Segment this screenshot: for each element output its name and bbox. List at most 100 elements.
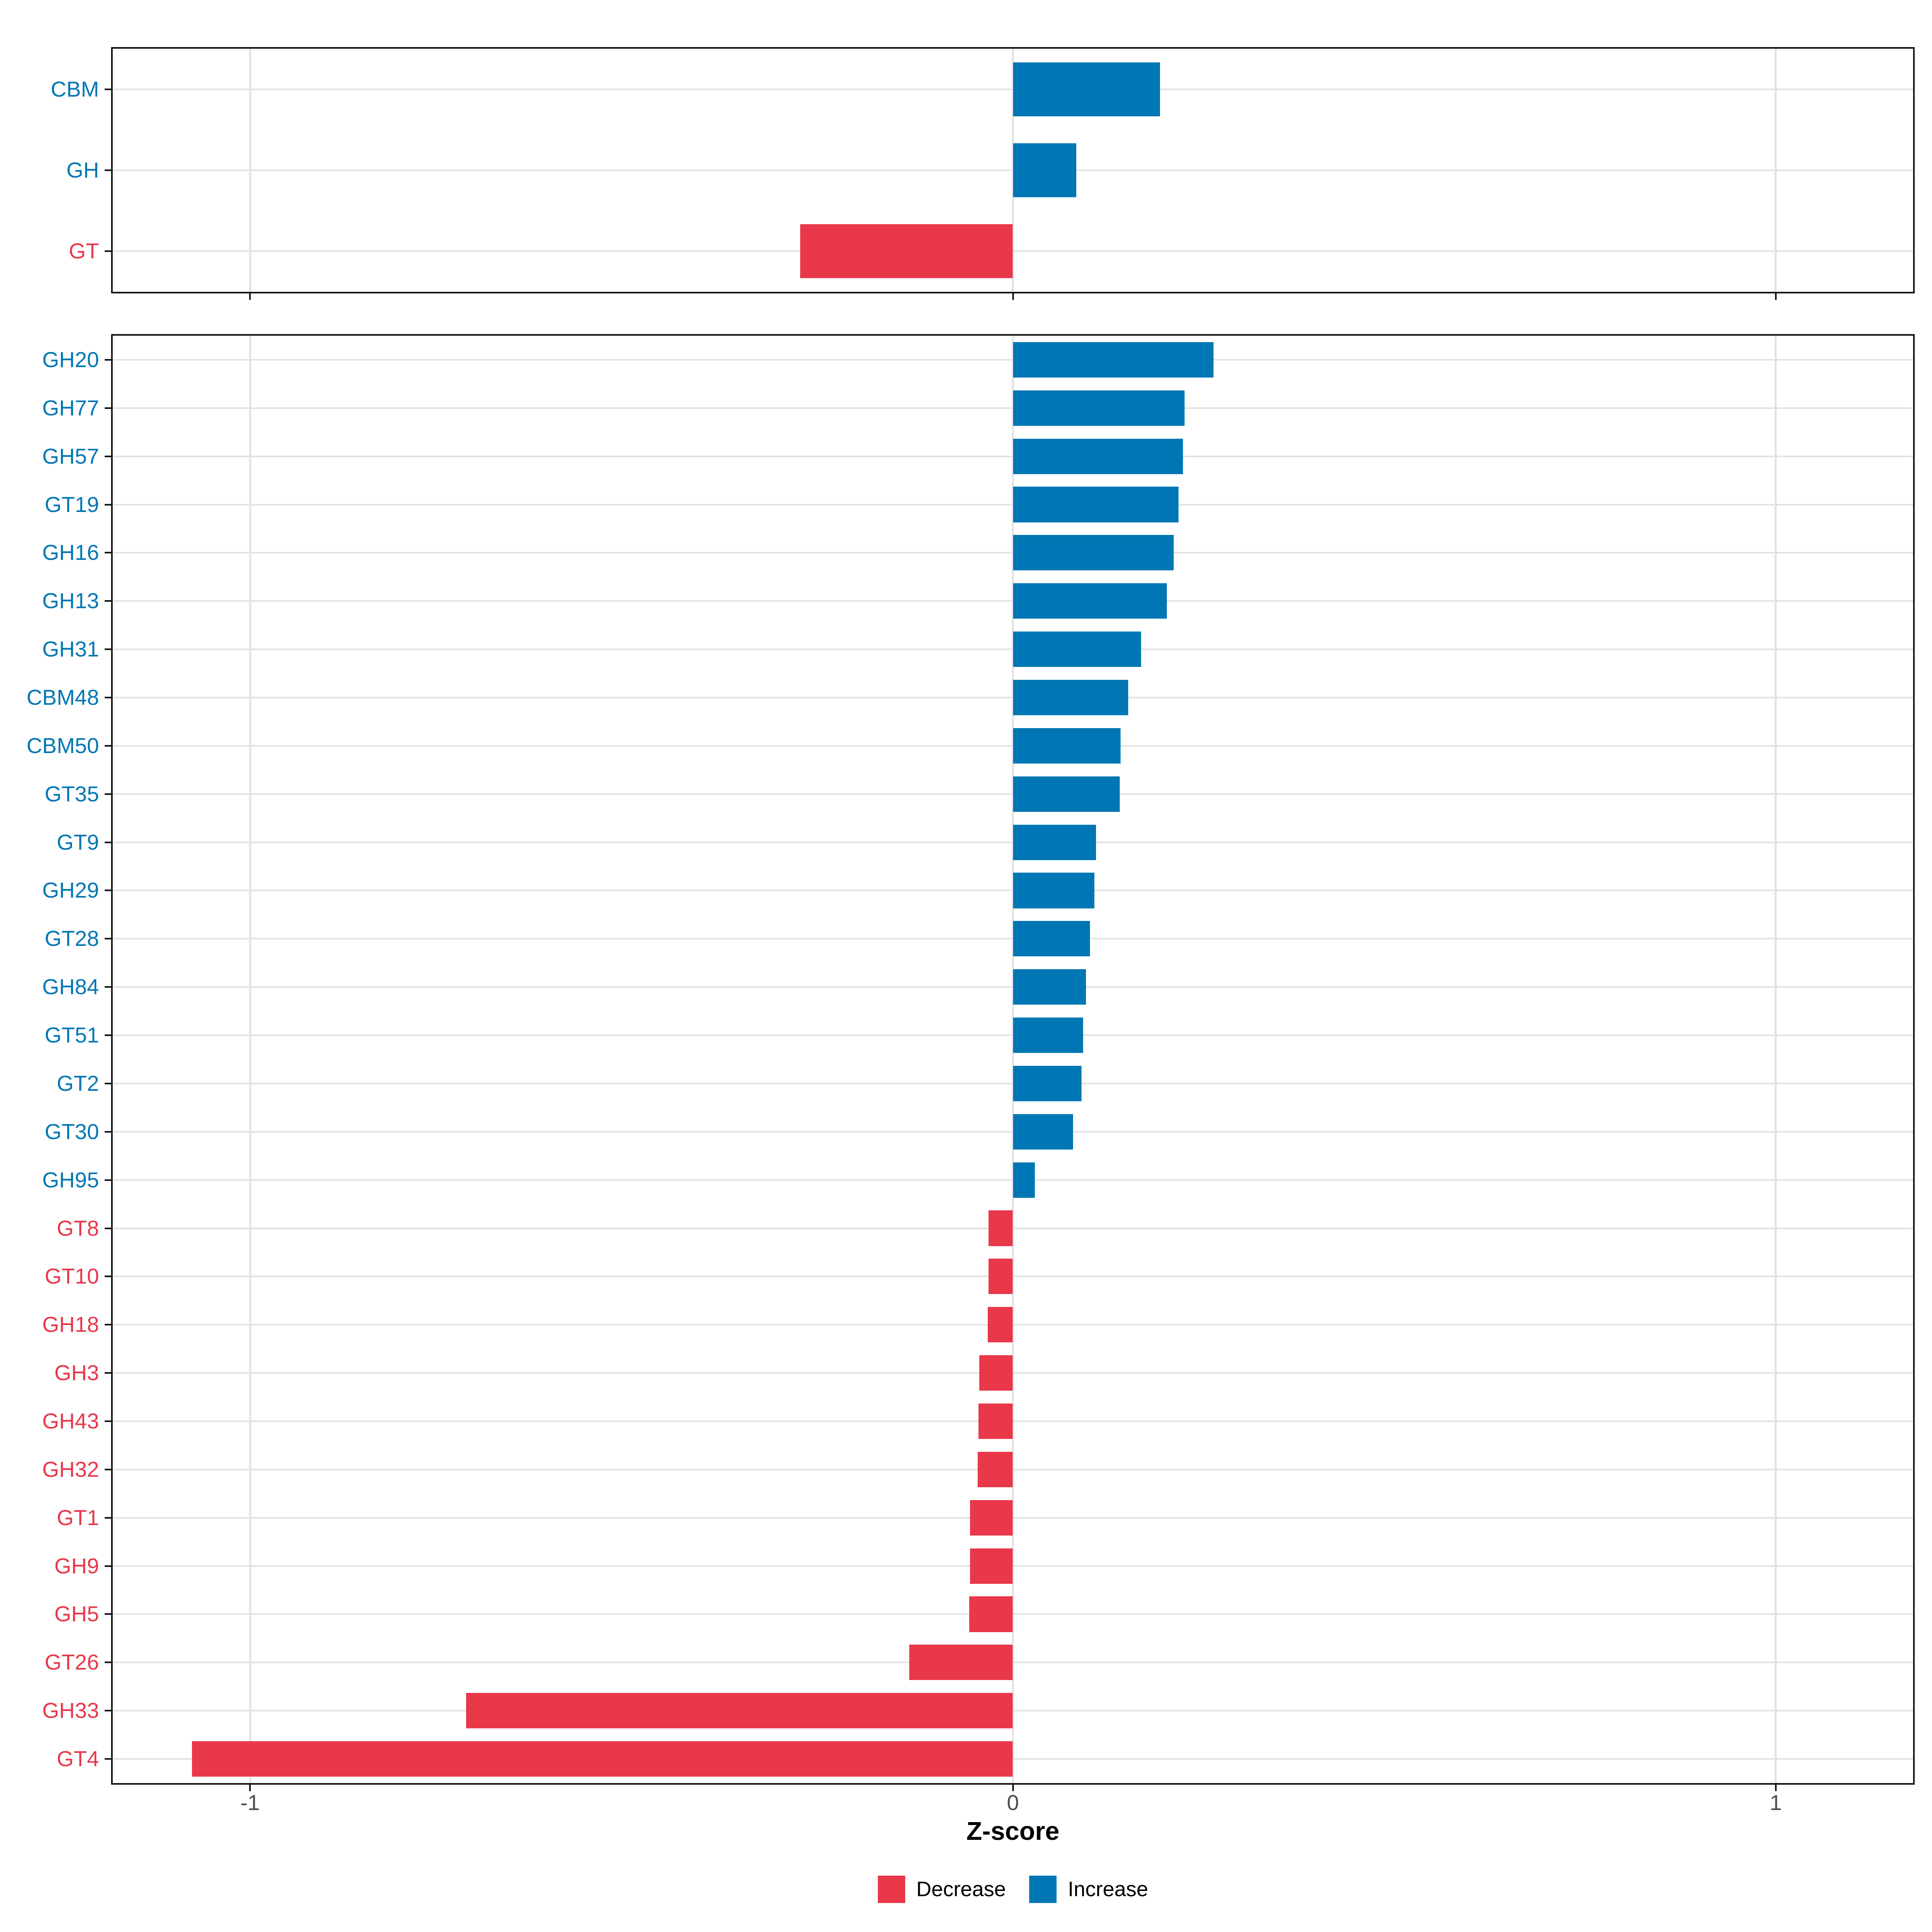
category-tick-GH31	[105, 648, 111, 650]
category-tick-GT9	[105, 841, 111, 843]
panel-top	[111, 47, 1915, 293]
category-label-GH18: GH18	[42, 1313, 99, 1337]
category-tick-GH29	[105, 890, 111, 892]
category-tick-GT8	[105, 1227, 111, 1229]
category-tick-GT4	[105, 1758, 111, 1760]
gridline-x-1	[1775, 336, 1777, 1783]
bar-GH13	[1013, 583, 1167, 619]
category-tick-GT1	[105, 1517, 111, 1519]
category-label-GT4: GT4	[56, 1747, 99, 1771]
category-label-GH43: GH43	[42, 1409, 99, 1433]
category-label-GT19: GT19	[44, 492, 99, 517]
category-tick-CBM	[105, 88, 111, 90]
panel-bottom	[111, 334, 1915, 1785]
category-label-GH32: GH32	[42, 1457, 99, 1482]
gridline-y-GH33	[113, 1710, 1913, 1712]
category-tick-GT10	[105, 1276, 111, 1278]
category-label-GH29: GH29	[42, 878, 99, 903]
bar-GH43	[978, 1403, 1013, 1439]
gridline-y-GH3	[113, 1372, 1913, 1374]
category-tick-GH9	[105, 1565, 111, 1567]
bar-GT30	[1013, 1114, 1073, 1150]
category-label-GH33: GH33	[42, 1699, 99, 1723]
category-tick-GT2	[105, 1082, 111, 1084]
bar-GT51	[1013, 1018, 1083, 1053]
gridline-y-GH18	[113, 1324, 1913, 1326]
category-label-GT2: GT2	[56, 1071, 99, 1096]
gridline-y-GT	[113, 250, 1913, 252]
category-tick-GT	[105, 250, 111, 252]
category-tick-GH95	[105, 1179, 111, 1181]
category-label-GT28: GT28	[44, 927, 99, 951]
category-tick-GT26	[105, 1662, 111, 1664]
bar-GT	[800, 224, 1013, 279]
category-tick-GH84	[105, 986, 111, 988]
category-tick-GH43	[105, 1420, 111, 1422]
bar-GH77	[1013, 390, 1185, 426]
bar-GH31	[1013, 632, 1141, 667]
category-tick-CBM48	[105, 697, 111, 698]
gridline-y-GH32	[113, 1468, 1913, 1470]
x-axis-tick-0	[1012, 293, 1014, 300]
category-tick-GH57	[105, 455, 111, 457]
category-label-GT1: GT1	[56, 1505, 99, 1530]
x-axis-tick--1	[249, 1785, 251, 1791]
gridline-y-GH9	[113, 1565, 1913, 1567]
category-label-GH57: GH57	[42, 444, 99, 469]
x-tick-label-0: 0	[1007, 1791, 1019, 1815]
category-tick-GH16	[105, 552, 111, 554]
bar-CBM50	[1013, 728, 1121, 764]
x-axis-tick-1	[1775, 293, 1777, 300]
category-label-GH13: GH13	[42, 589, 99, 613]
category-label-GH3: GH3	[54, 1361, 99, 1385]
category-tick-GH32	[105, 1468, 111, 1470]
bar-GH57	[1013, 438, 1183, 474]
category-label-GH77: GH77	[42, 396, 99, 420]
bar-GT1	[970, 1500, 1013, 1536]
category-tick-GT28	[105, 938, 111, 940]
category-label-GT8: GT8	[56, 1216, 99, 1241]
category-tick-GH3	[105, 1372, 111, 1374]
bar-GH20	[1013, 342, 1214, 378]
category-tick-GH33	[105, 1710, 111, 1712]
bar-GT28	[1013, 921, 1090, 957]
category-tick-GT19	[105, 504, 111, 506]
bar-GT8	[988, 1210, 1013, 1246]
bar-GH95	[1013, 1162, 1035, 1198]
bar-GH29	[1013, 873, 1095, 908]
category-tick-GH20	[105, 359, 111, 361]
category-tick-GH77	[105, 407, 111, 409]
legend-swatch-increase	[1029, 1876, 1057, 1903]
category-label-GT30: GT30	[44, 1119, 99, 1144]
gridline-x-0	[1012, 336, 1014, 1783]
x-axis-title: Z-score	[966, 1816, 1060, 1845]
legend-item-increase: Increase	[1029, 1876, 1148, 1903]
gridline-y-GT1	[113, 1517, 1913, 1519]
bar-GH3	[979, 1355, 1013, 1391]
category-tick-GH5	[105, 1613, 111, 1615]
gridline-y-GH5	[113, 1613, 1913, 1615]
category-tick-GT30	[105, 1131, 111, 1133]
category-tick-GH	[105, 169, 111, 171]
category-tick-GH18	[105, 1324, 111, 1326]
bar-GT19	[1013, 487, 1179, 522]
gridline-x--1	[249, 336, 251, 1783]
bar-GH18	[987, 1307, 1013, 1343]
category-label-GH: GH	[66, 158, 99, 182]
legend-label-increase: Increase	[1068, 1878, 1148, 1901]
bar-GT9	[1013, 824, 1096, 860]
category-tick-GT35	[105, 793, 111, 795]
legend: Decrease Increase	[877, 1876, 1148, 1903]
bar-GH	[1013, 143, 1076, 197]
gridline-y-GH43	[113, 1420, 1913, 1422]
category-label-GH95: GH95	[42, 1168, 99, 1192]
category-label-GH5: GH5	[54, 1602, 99, 1627]
bar-GH32	[978, 1451, 1013, 1487]
category-label-GH16: GH16	[42, 541, 99, 565]
gridline-y-GT10	[113, 1276, 1913, 1278]
category-label-GT9: GT9	[56, 830, 99, 855]
bar-GT35	[1013, 776, 1120, 812]
x-tick-label--1: -1	[240, 1791, 260, 1815]
bar-GT4	[192, 1741, 1013, 1777]
